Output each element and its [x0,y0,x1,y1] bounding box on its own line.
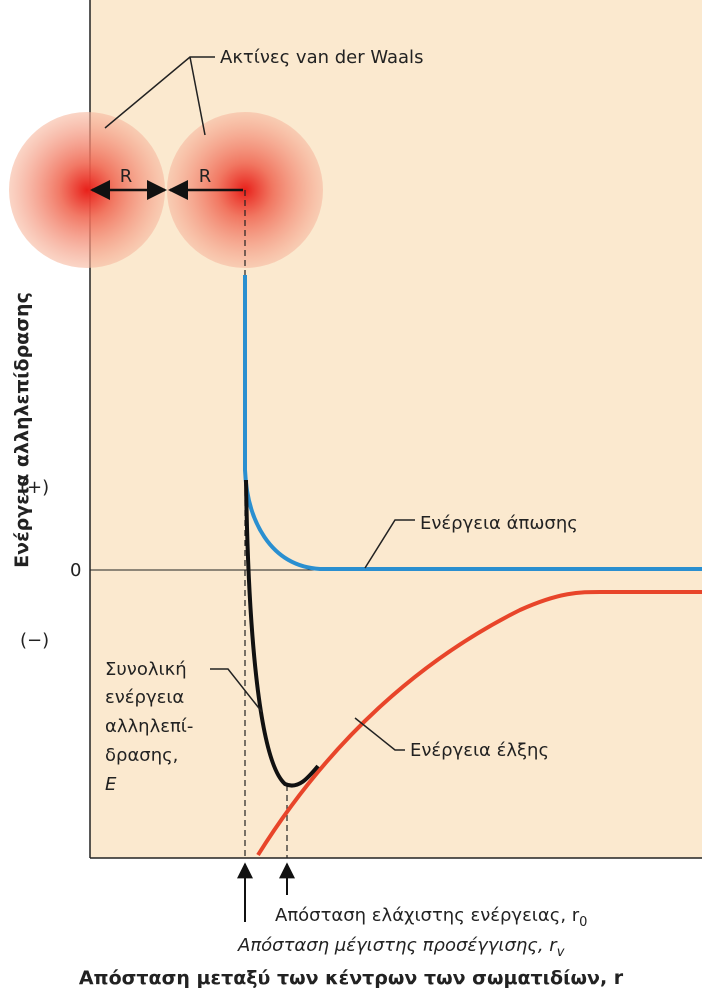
attraction-label: Ενέργεια έλξης [410,740,549,761]
vdw-label: Ακτίνες van der Waals [220,47,423,68]
total-label: E [105,774,117,795]
total-label: αλληλεπί- [105,716,193,737]
y-axis-label: Ενέργεια αλληλεπίδρασης [11,292,33,568]
y-marker: 0 [70,560,81,581]
subscript: 0 [579,915,587,930]
label-text: Απόσταση ελάχιστης ενέργειας, r [275,905,580,926]
min-energy-label: Απόσταση ελάχιστης ενέργειας, r0 [275,905,587,930]
total-label: δρασης, [105,745,178,766]
closest-approach-label: Απόσταση μέγιστης προσέγγισης, rv [237,935,565,960]
repulsion-label: Ενέργεια άπωσης [420,513,578,534]
radius-label: R [199,166,212,187]
total-label: Συνολική [105,659,187,680]
x-axis-label: Απόσταση μεταξύ των κέντρων των σωματιδί… [79,967,624,989]
y-marker: (+) [20,477,49,498]
diagram: R R Ακτίνες van der Waals Ενέργεια αλληλ… [0,0,702,993]
subscript: v [557,945,565,960]
y-marker: (−) [20,630,49,651]
total-label: ενέργεια [105,687,184,708]
radius-label: R [120,166,133,187]
label-text: Απόσταση μέγιστης προσέγγισης, r [237,935,558,956]
